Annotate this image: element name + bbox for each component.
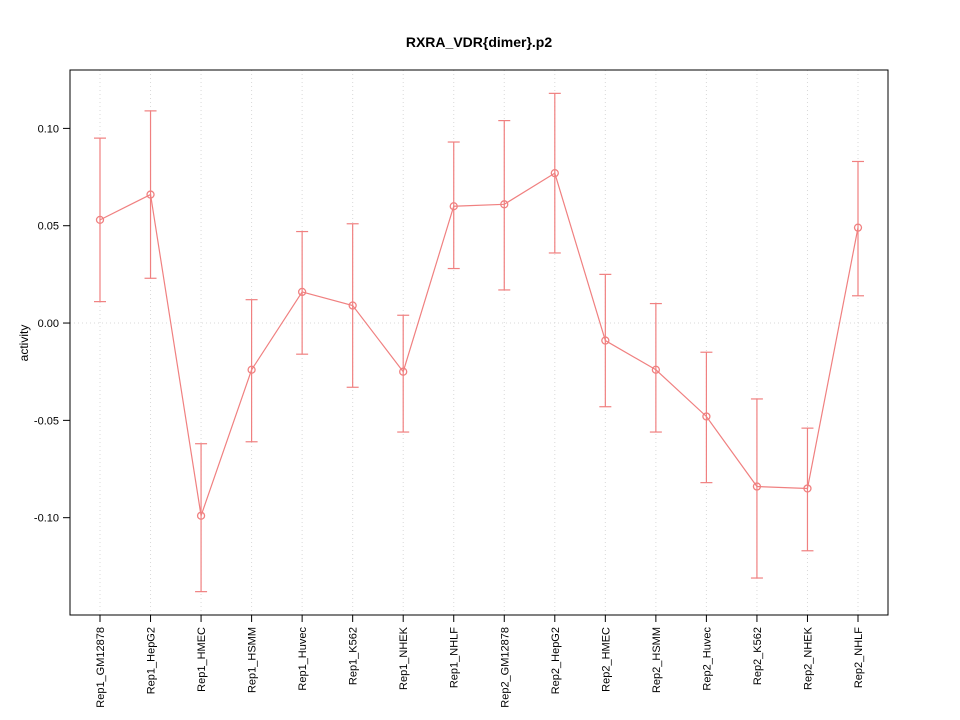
x-tick-label: Rep1_HSMM: [247, 627, 259, 693]
data-point: [803, 484, 812, 493]
x-tick-label: Rep1_HepG2: [146, 627, 158, 694]
x-tick-label: Rep2_GM12878: [499, 627, 511, 708]
data-point: [146, 190, 155, 199]
y-tick-label: 0.10: [38, 123, 59, 135]
y-tick-label: 0.00: [38, 318, 59, 330]
data-point: [297, 287, 307, 297]
x-tick-label: Rep1_NHLF: [449, 627, 461, 688]
data-point: [752, 482, 762, 491]
x-tick-label: Rep1_GM12878: [95, 627, 107, 708]
plot-generated-content: -0.10 -0.05 0.00 0.05 0.10 Rep1_GM12878 Rep1_H…: [34, 69, 889, 708]
x-tick-label: Rep1_Huvec: [297, 627, 309, 691]
data-point: [196, 511, 206, 520]
data-point: [95, 215, 105, 225]
y-tick-label: -0.05: [34, 415, 59, 427]
x-tick-label: Rep2_HSMM: [651, 627, 663, 693]
data-point: [449, 202, 458, 211]
data-point: [651, 365, 661, 374]
plot-border: [69, 69, 889, 616]
x-tick-label: Rep1_NHEK: [398, 626, 410, 690]
y-axis-label: activity: [17, 325, 31, 362]
x-tick-label: Rep2_NHLF: [853, 627, 865, 688]
data-point: [601, 336, 610, 345]
x-tick-label: Rep2_Huvec: [701, 627, 713, 691]
chart-title: RXRA_VDR{dimer}.p2: [406, 34, 552, 50]
data-point: [853, 223, 863, 232]
x-tick-label: Rep1_K562: [348, 627, 360, 685]
x-tick-label: Rep2_K562: [752, 627, 764, 685]
x-tick-label: Rep2_HepG2: [550, 627, 562, 694]
data-point: [702, 412, 711, 421]
x-tick-label: Rep1_HMEC: [196, 627, 208, 692]
y-tick-label: 0.05: [38, 221, 59, 233]
x-tick-label: Rep2_HMEC: [600, 627, 612, 692]
data-point: [500, 200, 509, 209]
x-tick-label: Rep2_NHEK: [802, 626, 814, 690]
y-tick-label: -0.10: [34, 513, 59, 525]
data-point: [550, 169, 559, 178]
series-line: [99, 172, 859, 516]
data-point: [348, 301, 357, 310]
data-point: [247, 365, 256, 374]
data-point: [399, 367, 408, 376]
